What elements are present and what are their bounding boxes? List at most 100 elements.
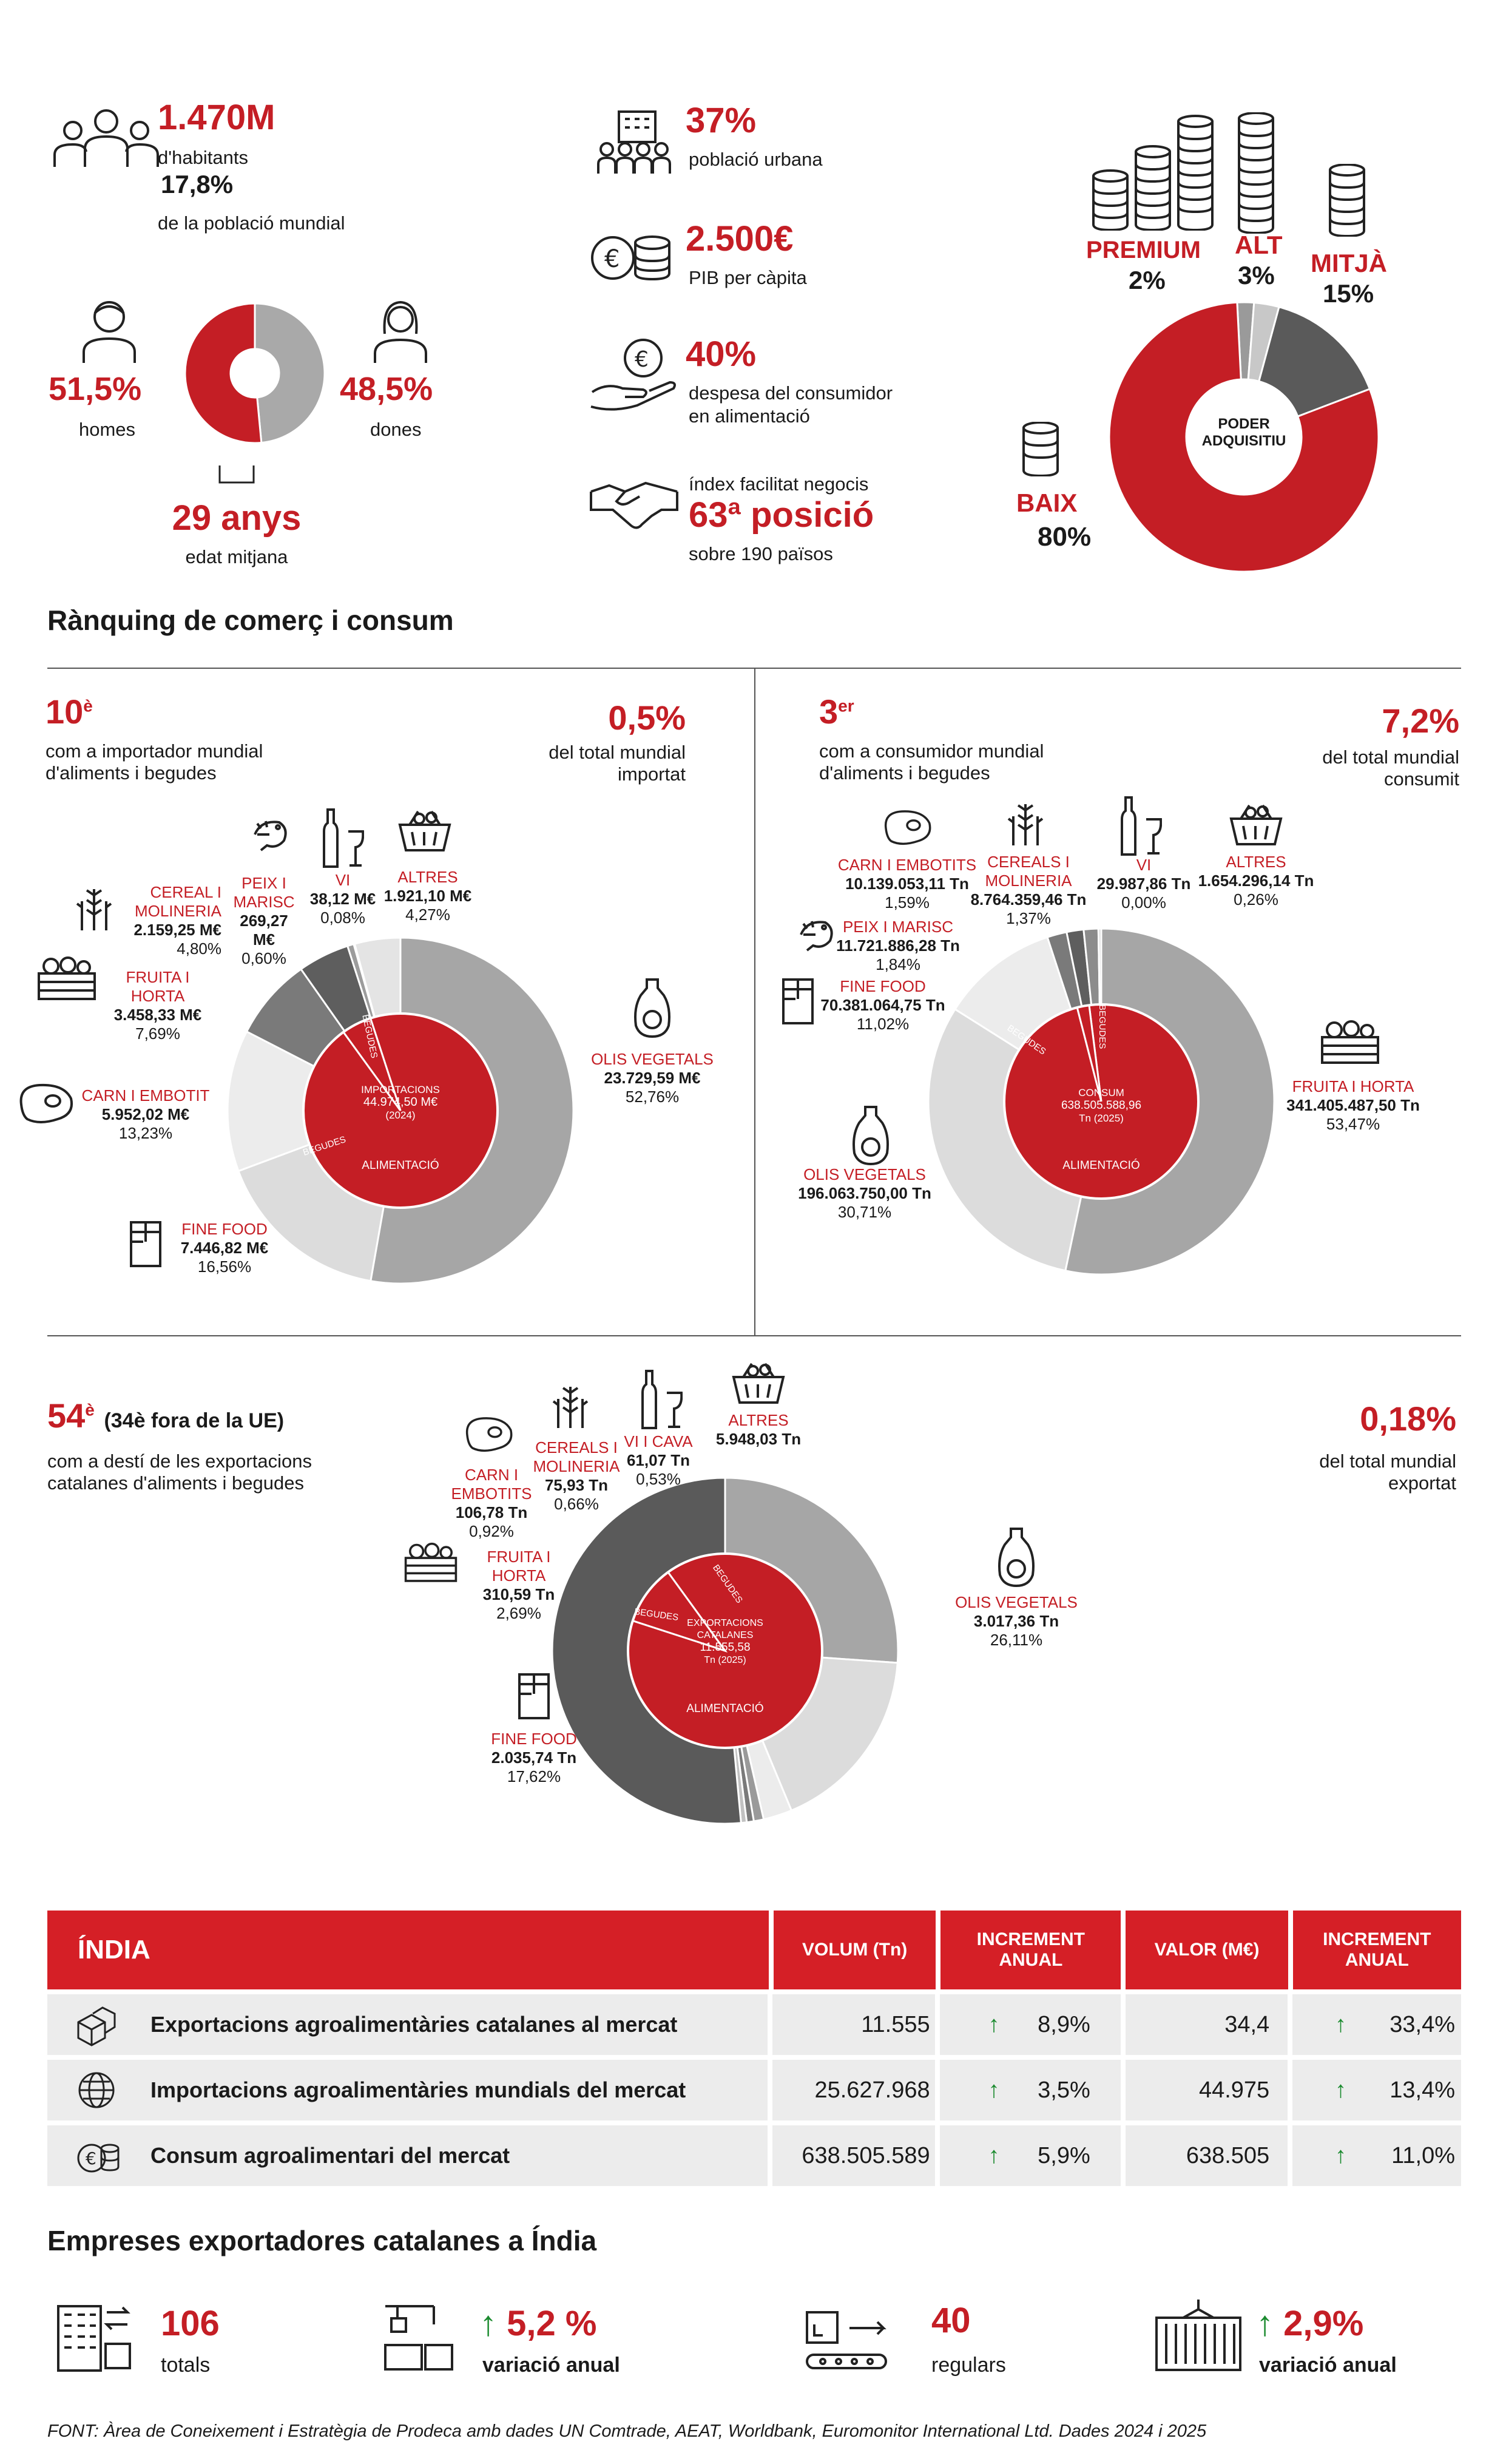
exports-fruit-label: FRUITA I HORTA 310,59 Tn 2,69% (461, 1548, 576, 1623)
age-bracket (218, 465, 255, 484)
exp-cat-value: 310,59 Tn (482, 1585, 555, 1603)
world-share-label: de la població mundial (158, 212, 345, 234)
exports-section: 54è (34è fora de la UE) com a destí de l… (0, 1341, 1506, 1857)
companies-total-var-label: variació anual (482, 2354, 620, 2377)
ranking-title: Rànquing de comerç i consum (47, 604, 454, 636)
imp-cat-value: 23.729,59 M€ (604, 1069, 701, 1087)
purchasing-power-block: PREMIUM 2% ALT 3% MITJÀ 15% BAIX 80% POD… (1016, 103, 1481, 577)
consumption-center-1: CONSUM (1078, 1087, 1124, 1098)
con-cat-value: 8.764.359,46 Tn (970, 890, 1087, 909)
city-people-icon (597, 110, 671, 174)
exp-cat-pct: 0,92% (469, 1522, 514, 1540)
companies-regular-var: ↑ 2,9% (1256, 2303, 1363, 2344)
wheat-icon (552, 1387, 589, 1428)
imp-cat-value: 5.952,02 M€ (101, 1105, 190, 1123)
imp-cat-value: 3.458,33 M€ (113, 1006, 202, 1024)
purchasing-power-donut (1108, 301, 1380, 573)
divider (47, 1335, 1461, 1336)
oil-bottle-icon (853, 1106, 889, 1165)
companies-regular-value: 40 (931, 2301, 971, 2340)
women-label: dones (370, 419, 422, 440)
vol-inc-value: 8,9% (1038, 2011, 1090, 2037)
col-inc2-1: INCREMENT (1323, 1929, 1431, 1949)
con-cat-name: CEREALS I MOLINERIA (985, 853, 1072, 890)
up-arrow-icon: ↑ (1256, 2304, 1274, 2343)
table-cell-value: 638.505 (1125, 2125, 1288, 2186)
exp-cat-name: OLIS VEGETALS (955, 1593, 1078, 1611)
globe-icon (78, 2072, 115, 2108)
table-row-label-cell: Exportacions agroalimentàries catalanes … (47, 1994, 768, 2055)
table-col-volume: VOLUM (Tn) (773, 1911, 936, 1989)
imp-cat-value: 1.921,10 M€ (383, 887, 472, 905)
men-value: 51,5% (49, 371, 142, 407)
con-cat-pct: 30,71% (837, 1203, 892, 1221)
divider (754, 668, 755, 1335)
exports-rank-sup: è (85, 1400, 95, 1420)
companies-total-value: 106 (161, 2304, 220, 2343)
consumption-oil-label: OLIS VEGETALS 196.063.750,00 Tn 30,71% (786, 1165, 944, 1222)
table-col-vol-increment: INCREMENT ANUAL (940, 1911, 1121, 1989)
imp-cat-pct: 0,60% (241, 949, 286, 967)
shrimp-icon (254, 821, 287, 851)
imp-cat-value: 7.446,82 M€ (180, 1239, 269, 1257)
con-cat-pct: 1,37% (1006, 909, 1051, 927)
imp-cat-pct: 7,69% (135, 1024, 180, 1043)
business-value: 63ª posició (689, 495, 874, 535)
gender-slice-1 (184, 302, 263, 444)
boxes-icon (77, 2006, 116, 2046)
up-arrow-icon: ↑ (988, 2077, 1000, 2103)
alt-label: ALT (1235, 231, 1283, 259)
imports-section: 10è com a importador mundial d'aliments … (0, 674, 752, 1335)
coins-euro-icon: € (591, 235, 670, 281)
con-cat-value: 11.721.886,28 Tn (836, 936, 960, 955)
exports-share-label-2: exportat (1388, 1472, 1456, 1494)
premium-label: PREMIUM (1086, 237, 1201, 263)
table-cell-value: 34,4 (1125, 1994, 1288, 2055)
steak-icon (884, 810, 931, 845)
con-cat-value: 70.381.064,75 Tn (820, 996, 945, 1014)
up-arrow-icon: ↑ (1335, 2142, 1347, 2168)
vegetable-crate-icon (1321, 1020, 1379, 1064)
imp-cat-value: 269,27 M€ (240, 912, 288, 949)
table-row-label-cell: Importacions agroalimentàries mundials d… (47, 2060, 768, 2120)
man-icon (83, 301, 136, 363)
consumption-cereal-label: CEREALS I MOLINERIA 8.764.359,46 Tn 1,37… (965, 853, 1092, 928)
consumption-share-label-1: del total mundial (1322, 746, 1459, 768)
consumption-fish-label: PEIX I MARISC 11.721.886,28 Tn 1,84% (834, 918, 962, 974)
con-cat-name: FRUITA I HORTA (1292, 1077, 1414, 1095)
baix-pct: 80% (1038, 522, 1092, 552)
business-sub: sobre 190 països (689, 543, 833, 564)
coins-icon: € (77, 2144, 120, 2173)
imports-rank-num: 10 (46, 692, 84, 731)
chocolate-icon (130, 1221, 161, 1267)
con-cat-name: PEIX I MARISC (842, 918, 954, 936)
building-export-icon (57, 2305, 131, 2372)
exports-center-1: EXPORTACIONS (687, 1618, 763, 1628)
companies-regular-var-label: variació anual (1259, 2354, 1397, 2377)
market-table: ÍNDIA VOLUM (Tn) INCREMENT ANUAL VALOR (… (47, 1911, 1462, 2186)
chocolate-icon (518, 1673, 550, 1719)
coin-stack-icon (1238, 112, 1274, 234)
exports-rank-num: 54 (47, 1396, 86, 1435)
wheat-icon (1007, 804, 1044, 845)
mitja-label: MITJÀ (1311, 249, 1387, 277)
chocolate-icon (782, 978, 814, 1024)
vol-inc-value: 3,5% (1038, 2077, 1090, 2103)
con-cat-pct: 0,00% (1121, 893, 1166, 912)
consumption-rank: 3er (819, 692, 854, 731)
svg-text:€: € (604, 245, 620, 273)
con-cat-pct: 1,59% (885, 893, 930, 912)
col-inc2-2: ANUAL (1345, 1950, 1409, 1970)
consumption-desc-2: d'aliments i begudes (819, 762, 990, 784)
economy-block: 37% població urbana € 2.500€ PIB per càp… (582, 91, 1056, 577)
imp-cat-name: CEREAL I MOLINERIA (134, 883, 221, 920)
steak-icon (19, 1083, 73, 1123)
handshake-icon (590, 481, 678, 529)
con-cat-pct: 11,02% (856, 1015, 910, 1033)
imports-food-label: ALIMENTACIÓ (362, 1159, 439, 1172)
table-col-val-increment: INCREMENT ANUAL (1292, 1911, 1462, 1989)
food-spend-value: 40% (686, 334, 757, 374)
svg-text:€: € (635, 347, 649, 372)
premium-pct: 2% (1129, 266, 1166, 294)
exp-cat-value: 5.948,03 Tn (715, 1430, 802, 1448)
